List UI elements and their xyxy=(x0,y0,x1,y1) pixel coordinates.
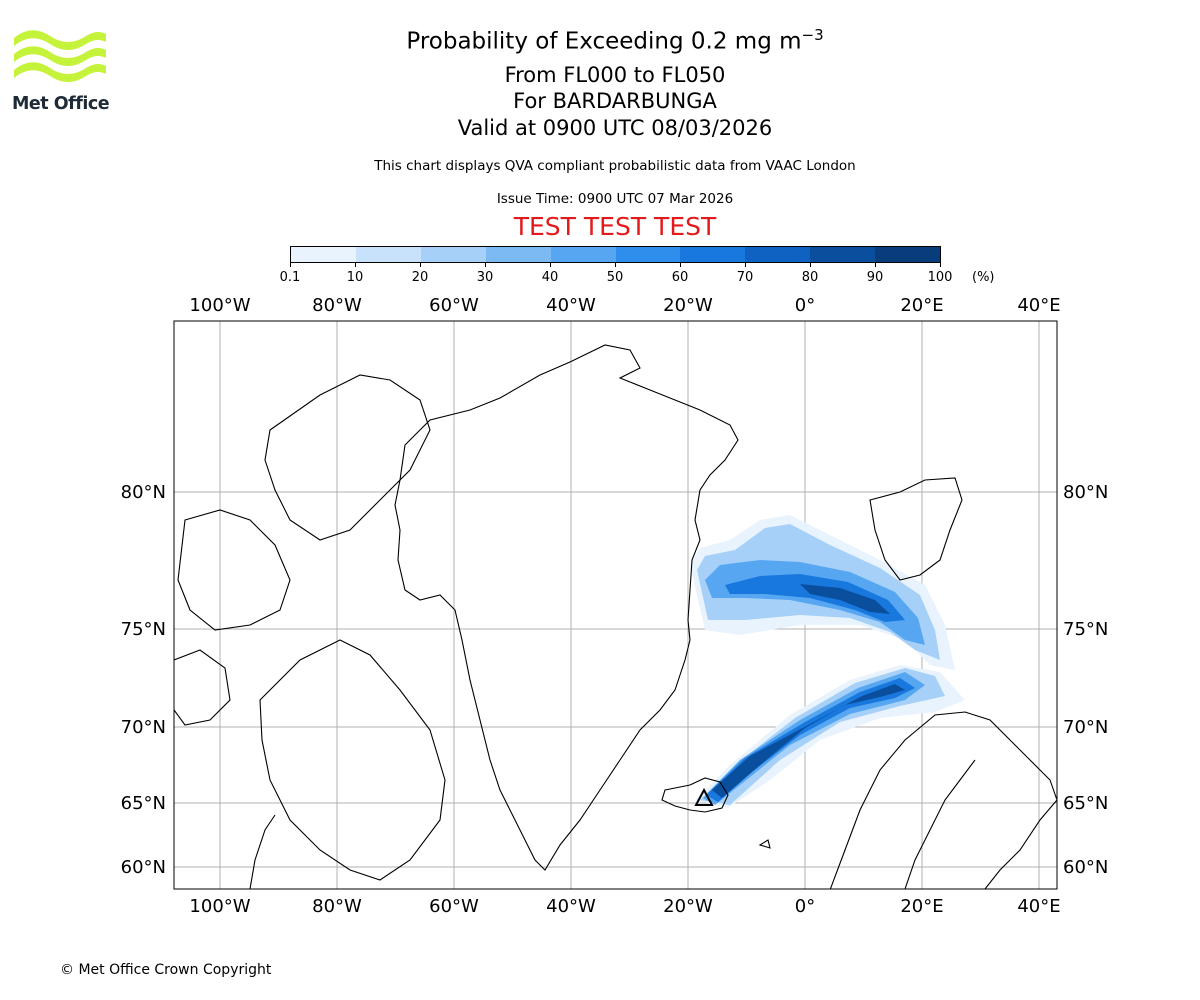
longitude-label: 20°W xyxy=(663,295,713,316)
colorbar-tickmark xyxy=(745,263,746,267)
map-frame xyxy=(173,320,1058,890)
colorbar-tick-label: 10 xyxy=(346,270,364,285)
longitude-label: 100°W xyxy=(189,896,250,917)
ellesmere-coast xyxy=(264,374,431,541)
colorbar-tick-label: 0.1 xyxy=(279,270,301,285)
colorbar-tick-label: 30 xyxy=(476,270,494,285)
validity-time: Valid at 0900 UTC 08/03/2026 xyxy=(457,116,773,140)
coastlines xyxy=(174,344,1057,889)
arctic-island-west xyxy=(174,649,231,726)
colorbar-tick-label: 100 xyxy=(927,270,953,285)
jan-mayen xyxy=(758,839,771,849)
greenland-coast xyxy=(394,344,739,871)
latitude-label: 65°N xyxy=(1063,793,1108,814)
colorbar-unit: (%) xyxy=(972,270,995,285)
longitude-label: 0° xyxy=(795,896,815,917)
colorbar-tickmark xyxy=(615,263,616,267)
axis-labels: 100°W 100°W 80°W 80°W 60°W 60°W 40°W 40°W 20°W 20… xyxy=(121,295,1109,917)
colorbar-tickmark xyxy=(420,263,421,267)
longitude-label: 20°E xyxy=(900,896,943,917)
met-office-logo-text: Met Office xyxy=(12,94,110,114)
latitude-label: 70°N xyxy=(121,717,166,738)
colorbar-segment xyxy=(810,247,876,262)
colorbar-tick-label: 20 xyxy=(411,270,429,285)
colorbar-tick-label: 90 xyxy=(866,270,884,285)
longitude-label: 0° xyxy=(795,295,815,316)
flight-level-range: From FL000 to FL050 xyxy=(504,63,726,87)
colorbar-tick-label: 60 xyxy=(671,270,689,285)
plume-upper-70 xyxy=(725,574,905,622)
met-office-waves-icon xyxy=(14,30,106,82)
volcano-name: For BARDARBUNGA xyxy=(513,89,717,113)
chart-description: This chart displays QVA compliant probab… xyxy=(374,158,856,174)
colorbar-segment xyxy=(680,247,746,262)
norway-west-coast xyxy=(904,759,976,889)
colorbar-segment xyxy=(355,247,421,262)
latitude-label: 75°N xyxy=(121,619,166,640)
probability-colorbar xyxy=(290,246,941,263)
colorbar-segment xyxy=(291,247,356,262)
colorbar-tickmark xyxy=(680,263,681,267)
graticule xyxy=(174,321,1057,889)
plume-band-90 xyxy=(712,684,905,798)
longitude-label: 40°W xyxy=(546,896,596,917)
chart-title-superscript: −3 xyxy=(801,26,824,44)
colorbar-tick-label: 70 xyxy=(736,270,754,285)
chart-title-text: Probability of Exceeding 0.2 mg m xyxy=(406,28,802,55)
met-office-logo: Met Office xyxy=(12,28,122,114)
latitude-label: 65°N xyxy=(121,793,166,814)
longitude-label: 60°W xyxy=(429,896,479,917)
colorbar-segment xyxy=(745,247,811,262)
latitude-label: 80°N xyxy=(121,482,166,503)
colorbar-tickmark xyxy=(355,263,356,267)
iceland-coast xyxy=(661,777,729,813)
baffin-island-coast xyxy=(259,639,446,881)
longitude-label: 20°W xyxy=(663,896,713,917)
plume-band-50 xyxy=(703,672,925,805)
longitude-label: 60°W xyxy=(429,295,479,316)
copyright-notice: © Met Office Crown Copyright xyxy=(60,962,272,978)
longitude-label: 40°W xyxy=(546,295,596,316)
colorbar-tickmark xyxy=(875,263,876,267)
colorbar-tickmark xyxy=(810,263,811,267)
colorbar-segment xyxy=(550,247,616,262)
latitude-label: 75°N xyxy=(1063,619,1108,640)
scandinavia-coast xyxy=(829,711,1057,889)
longitude-label: 100°W xyxy=(189,295,250,316)
colorbar-tickmark xyxy=(940,263,941,267)
ash-plume xyxy=(690,515,965,808)
colorbar-tick-label: 40 xyxy=(541,270,559,285)
colorbar-segment xyxy=(485,247,551,262)
longitude-label: 80°W xyxy=(312,896,362,917)
colorbar-tickmark xyxy=(290,263,291,267)
arctic-islands-coast xyxy=(177,509,291,631)
colorbar-tickmark xyxy=(550,263,551,267)
longitude-label: 80°W xyxy=(312,295,362,316)
plume-upper-90 xyxy=(800,584,890,614)
longitude-label: 40°E xyxy=(1017,896,1060,917)
issue-time: Issue Time: 0900 UTC 07 Mar 2026 xyxy=(496,191,734,207)
colorbar-segment xyxy=(615,247,681,262)
colorbar-segment xyxy=(420,247,486,262)
longitude-label: 40°E xyxy=(1017,295,1060,316)
chart-title: Probability of Exceeding 0.2 mg m−3 xyxy=(0,26,1200,55)
latitude-label: 80°N xyxy=(1063,482,1108,503)
colorbar-tick-label: 80 xyxy=(801,270,819,285)
latitude-label: 70°N xyxy=(1063,717,1108,738)
latitude-label: 60°N xyxy=(121,857,166,878)
colorbar-tickmark xyxy=(485,263,486,267)
latitude-label: 60°N xyxy=(1063,857,1108,878)
svalbard-coast xyxy=(869,477,963,581)
colorbar-tick-label: 50 xyxy=(606,270,624,285)
test-banner: TEST TEST TEST xyxy=(513,212,717,241)
colorbar-segment xyxy=(875,247,941,262)
volcano-marker-icon xyxy=(694,787,714,806)
longitude-label: 20°E xyxy=(900,295,943,316)
labrador-coast xyxy=(249,814,276,889)
